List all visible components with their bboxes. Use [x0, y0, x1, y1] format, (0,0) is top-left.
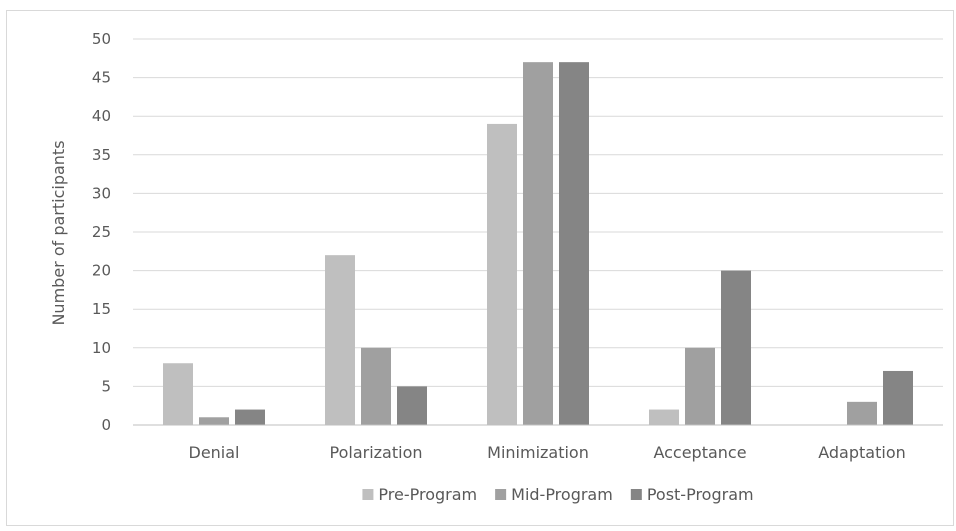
legend-swatch [630, 489, 642, 500]
bar-post-program-denial [235, 409, 265, 425]
bar-pre-program-polarization [325, 255, 355, 425]
y-tick-label: 30 [92, 184, 111, 202]
bar-mid-program-polarization [361, 347, 391, 425]
y-tick-label: 50 [92, 30, 111, 48]
x-category-label: Adaptation [818, 443, 906, 462]
x-category-label: Denial [189, 443, 240, 462]
bar-post-program-adaptation [883, 370, 913, 425]
y-tick-label: 5 [101, 377, 111, 395]
y-tick-label: 25 [92, 223, 111, 241]
legend-swatch [495, 489, 507, 500]
legend-label: Mid-Program [511, 485, 613, 504]
bars [163, 62, 913, 426]
x-category-label: Minimization [487, 443, 589, 462]
y-tick-label: 15 [92, 300, 111, 318]
x-category-label: Polarization [330, 443, 423, 462]
chart-area: 0 5 10 15 20 25 30 35 40 45 50 Denial Polarization M… [6, 10, 954, 526]
bar-mid-program-acceptance [685, 347, 715, 425]
bar-pre-program-denial [163, 363, 193, 425]
bar-mid-program-denial [199, 417, 229, 425]
y-tick-label: 0 [101, 416, 111, 434]
legend-item: Post-Program [630, 485, 754, 504]
legend: Pre-Program Mid-Program Post-Program [362, 485, 754, 504]
y-tick-label: 45 [92, 69, 111, 87]
bar-chart: 0 5 10 15 20 25 30 35 40 45 50 Denial Polarization M… [49, 30, 943, 504]
y-tick-label: 20 [92, 262, 111, 280]
y-axis-ticks: 0 5 10 15 20 25 30 35 40 45 50 [92, 30, 111, 434]
y-tick-label: 10 [92, 339, 111, 357]
x-category-label: Acceptance [653, 443, 746, 462]
bar-mid-program-adaptation [847, 401, 877, 425]
bar-post-program-polarization [397, 386, 427, 425]
bar-pre-program-minimization [487, 123, 517, 426]
legend-label: Pre-Program [378, 485, 477, 504]
legend-swatch [362, 489, 374, 500]
bar-mid-program-minimization [523, 62, 553, 425]
y-axis-title: Number of participants [49, 140, 68, 325]
bar-post-program-minimization [559, 62, 589, 425]
bar-pre-program-acceptance [649, 409, 679, 425]
y-tick-label: 35 [92, 146, 111, 164]
legend-label: Post-Program [647, 485, 754, 504]
legend-item: Mid-Program [495, 485, 613, 504]
x-axis-categories: Denial Polarization Minimization Acceptance… [189, 443, 906, 462]
y-tick-label: 40 [92, 107, 111, 125]
bar-post-program-acceptance [721, 270, 751, 425]
legend-item: Pre-Program [362, 485, 477, 504]
